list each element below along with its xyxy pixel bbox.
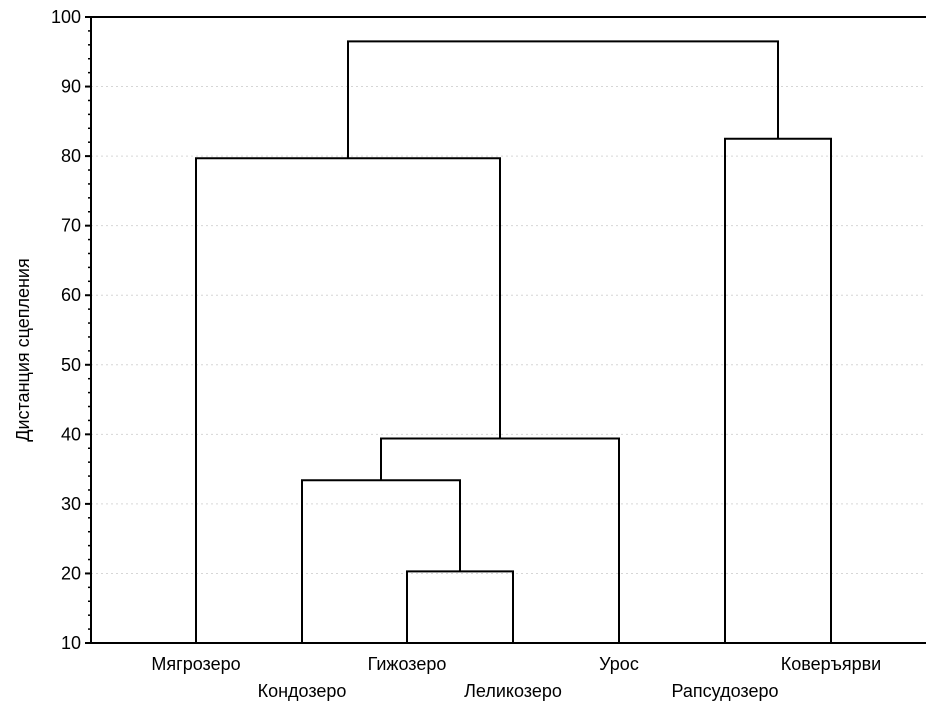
y-tick-label: 20 — [61, 563, 81, 583]
y-tick-label: 90 — [61, 77, 81, 97]
dendrogram-link — [380, 437, 620, 643]
leaf-label: Леликозеро — [464, 681, 562, 701]
y-axis-title: Дистанция сцепления — [13, 258, 33, 441]
leaf-label: Рапсудозеро — [672, 681, 779, 701]
y-tick-label: 50 — [61, 355, 81, 375]
leaf-label: Урос — [599, 654, 639, 674]
y-tick-label: 40 — [61, 424, 81, 444]
y-ticks-layer: 10 20 30 40 50 60 70 80 90 100 — [51, 7, 91, 653]
y-tick-label: 30 — [61, 494, 81, 514]
leaf-labels-layer: Мягрозеро Кондозеро Гижозеро Леликозеро Урос… — [151, 654, 881, 701]
y-tick-label: 80 — [61, 146, 81, 166]
dendrogram-link — [195, 157, 501, 643]
leaf-label: Гижозеро — [368, 654, 447, 674]
dendrogram-link — [301, 479, 461, 643]
dendrogram-link — [347, 40, 779, 159]
leaf-label: Мягрозеро — [151, 654, 240, 674]
leaf-label: Кондозеро — [258, 681, 347, 701]
y-tick-label: 10 — [61, 633, 81, 653]
dendrogram-link — [724, 137, 832, 643]
links-layer — [195, 40, 832, 643]
axes-layer — [90, 16, 926, 644]
dendrogram-link — [406, 570, 514, 643]
y-tick-label: 100 — [51, 7, 81, 27]
grid-layer — [91, 86, 926, 574]
y-tick-label: 60 — [61, 285, 81, 305]
y-tick-label: 70 — [61, 216, 81, 236]
leaf-label: Коверъярви — [781, 654, 882, 674]
